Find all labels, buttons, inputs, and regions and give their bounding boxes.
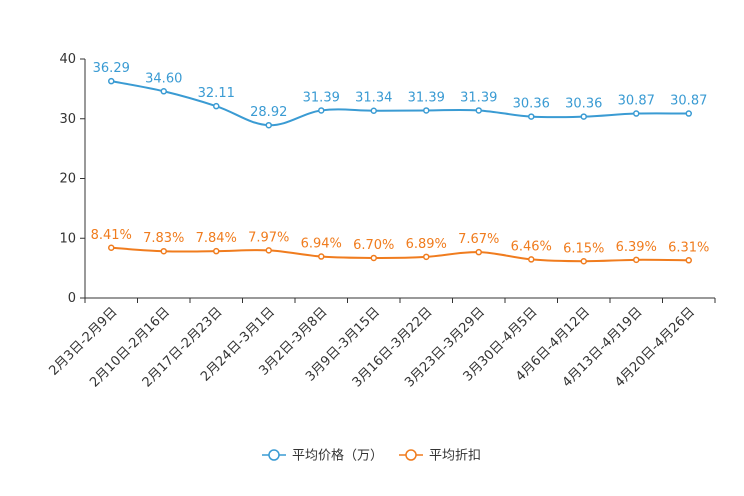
y-tick-label: 10	[59, 231, 76, 246]
data-point	[633, 256, 640, 264]
data-label: 6.46%	[511, 239, 552, 254]
legend[interactable]: 平均价格（万） 平均折扣	[262, 448, 481, 464]
data-label: 28.92	[250, 105, 287, 120]
data-label: 7.97%	[248, 230, 289, 245]
y-tick-label: 40	[59, 52, 76, 67]
data-point	[528, 113, 535, 120]
data-label: 6.70%	[353, 238, 394, 253]
data-point	[108, 77, 115, 85]
data-point	[213, 102, 220, 110]
legend-item-0[interactable]: 平均价格（万）	[262, 448, 383, 464]
data-label: 31.34	[355, 91, 392, 106]
data-point	[633, 110, 640, 117]
data-point	[528, 256, 535, 263]
legend-item-1[interactable]: 平均折扣	[399, 449, 481, 464]
legend-label: 平均折扣	[429, 449, 481, 464]
data-point	[423, 107, 430, 114]
data-point	[213, 247, 220, 255]
data-point	[580, 258, 587, 265]
legend-marker-icon	[405, 449, 417, 461]
data-point	[475, 248, 482, 256]
data-label: 6.89%	[406, 237, 447, 252]
data-label: 6.15%	[563, 241, 604, 256]
y-tick-label: 20	[59, 172, 76, 187]
data-label: 36.29	[93, 61, 130, 76]
data-point	[685, 110, 692, 117]
data-label: 32.11	[198, 86, 235, 101]
data-label: 30.87	[618, 94, 655, 109]
legend-label: 平均价格（万）	[292, 448, 383, 464]
legend-marker-icon	[268, 449, 280, 461]
data-point	[108, 244, 115, 252]
data-label: 31.39	[303, 90, 340, 105]
data-point	[370, 107, 377, 114]
data-point	[160, 247, 167, 255]
data-label: 7.67%	[458, 232, 499, 247]
data-label: 6.31%	[668, 240, 709, 255]
series-line-0	[111, 80, 689, 127]
data-label: 30.36	[513, 97, 550, 112]
y-tick-label: 0	[68, 291, 76, 306]
data-point	[685, 257, 692, 264]
data-label: 31.39	[460, 90, 497, 105]
data-point	[318, 253, 325, 260]
data-label: 6.39%	[616, 240, 657, 255]
data-label: 30.36	[565, 97, 602, 112]
data-label: 30.87	[670, 94, 707, 109]
data-point	[370, 254, 377, 262]
data-point	[318, 107, 325, 114]
y-tick-label: 30	[59, 112, 76, 127]
data-point	[475, 107, 482, 114]
data-label: 7.84%	[196, 231, 237, 246]
series-line-1	[111, 246, 689, 263]
data-point	[580, 113, 587, 120]
series-layer: 36.29 34.60 32.11 28.92 31.39 31.34 31.39 31.39…	[91, 61, 709, 265]
data-point	[265, 247, 272, 254]
data-label: 8.41%	[91, 228, 132, 243]
data-label: 34.60	[145, 71, 182, 86]
data-label: 7.83%	[143, 231, 184, 246]
data-point	[160, 88, 167, 95]
data-point	[265, 121, 272, 129]
data-label: 31.39	[408, 90, 445, 105]
data-point	[423, 253, 430, 261]
data-label: 6.94%	[301, 237, 342, 252]
